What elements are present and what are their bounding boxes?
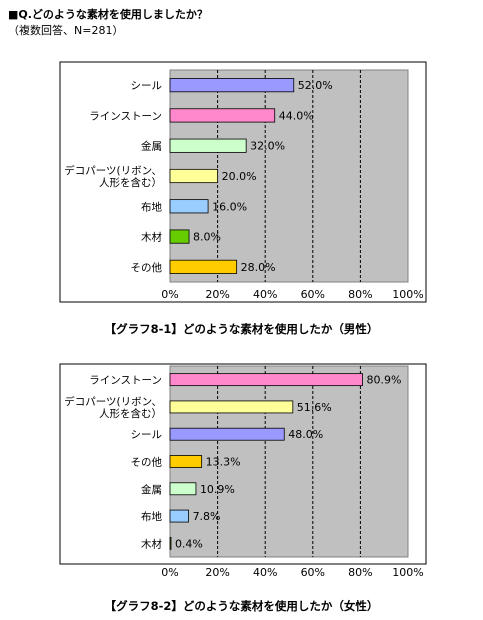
female-category-label: 布地 <box>141 510 162 523</box>
female-plot-area <box>169 365 409 558</box>
male-value-label: 20.0% <box>222 170 257 183</box>
female-value-label: 7.8% <box>193 510 221 523</box>
female-bar <box>169 536 172 550</box>
male-category-label: シール <box>131 80 163 92</box>
male-bar <box>169 168 218 184</box>
female-tick-label: 20% <box>205 566 229 579</box>
caption-female: 【グラフ8-2】どのような素材を使用したか（女性） <box>104 599 379 613</box>
male-category-label: ラインストーン <box>89 110 162 122</box>
question-title: ■Q.どのような素材を使用しましたか？ <box>8 8 208 21</box>
chart-female: 0% 20% 40% 60% 80% 100% 80.9% ラインストーン 51.6% デコパーツ… <box>0 354 483 588</box>
female-category-label: その他 <box>131 456 163 469</box>
female-value-label: 0.4% <box>175 537 203 550</box>
female-category-label: ラインストーン <box>89 375 162 387</box>
female-bar <box>169 400 294 414</box>
male-bar <box>169 259 238 274</box>
male-category-label: デコパーツ(リボン、人形を含む） <box>64 164 162 189</box>
male-bar <box>169 229 190 244</box>
male-bar <box>169 199 209 214</box>
caption-male: 【グラフ8-1】どのような素材を使用したか（男性） <box>104 322 379 336</box>
male-category-label: その他 <box>131 261 163 274</box>
female-category-label: シール <box>131 429 163 441</box>
male-bar <box>169 78 295 93</box>
male-bar <box>169 138 247 153</box>
male-category-label: 金属 <box>141 140 162 153</box>
male-tick-label: 40% <box>253 288 277 301</box>
female-bar <box>169 427 285 441</box>
male-value-label: 52.0% <box>298 79 333 92</box>
female-value-label: 13.3% <box>206 456 241 469</box>
female-tick-label: 60% <box>301 566 325 579</box>
male-tick-label: 60% <box>301 288 325 301</box>
sample-note: （複数回答、N=281） <box>8 24 124 37</box>
male-value-label: 8.0% <box>193 231 221 244</box>
female-value-label: 80.9% <box>367 374 402 387</box>
female-tick-label: 100% <box>392 566 423 579</box>
male-tick-label: 100% <box>392 288 423 301</box>
male-value-label: 32.0% <box>250 140 285 153</box>
male-value-label: 16.0% <box>212 200 247 213</box>
male-tick-label: 20% <box>205 288 229 301</box>
male-value-label: 44.0% <box>279 109 314 122</box>
chart-male: 0% 20% 40% 60% 80% 100% 52.0% シール 44.0% ラインストーン 32… <box>0 42 483 310</box>
female-bar <box>169 373 363 387</box>
female-category-label: 木材 <box>141 537 162 550</box>
female-tick-label: 0% <box>161 566 178 579</box>
female-value-label: 10.9% <box>200 483 235 496</box>
female-value-label: 51.6% <box>297 401 332 414</box>
female-bar <box>169 509 189 523</box>
female-bar <box>169 455 203 468</box>
male-bar <box>169 108 276 123</box>
female-bar <box>169 482 197 496</box>
male-tick-label: 0% <box>161 288 178 301</box>
female-tick-label: 80% <box>348 566 372 579</box>
female-value-label: 48.0% <box>288 428 323 441</box>
male-category-label: 布地 <box>141 200 162 213</box>
female-category-label: 金属 <box>141 483 162 496</box>
male-category-label: 木材 <box>141 231 162 244</box>
female-tick-label: 40% <box>253 566 277 579</box>
male-value-label: 28.0% <box>241 261 276 274</box>
chart-female-svg: 0% 20% 40% 60% 80% 100% 80.9% ラインストーン 51.6% デコパーツ… <box>59 363 427 579</box>
male-tick-label: 80% <box>348 288 372 301</box>
chart-male-svg: 0% 20% 40% 60% 80% 100% 52.0% シール 44.0% ラインストーン 32… <box>59 61 427 303</box>
female-category-label: デコパーツ(リボン、人形を含む） <box>64 395 162 420</box>
